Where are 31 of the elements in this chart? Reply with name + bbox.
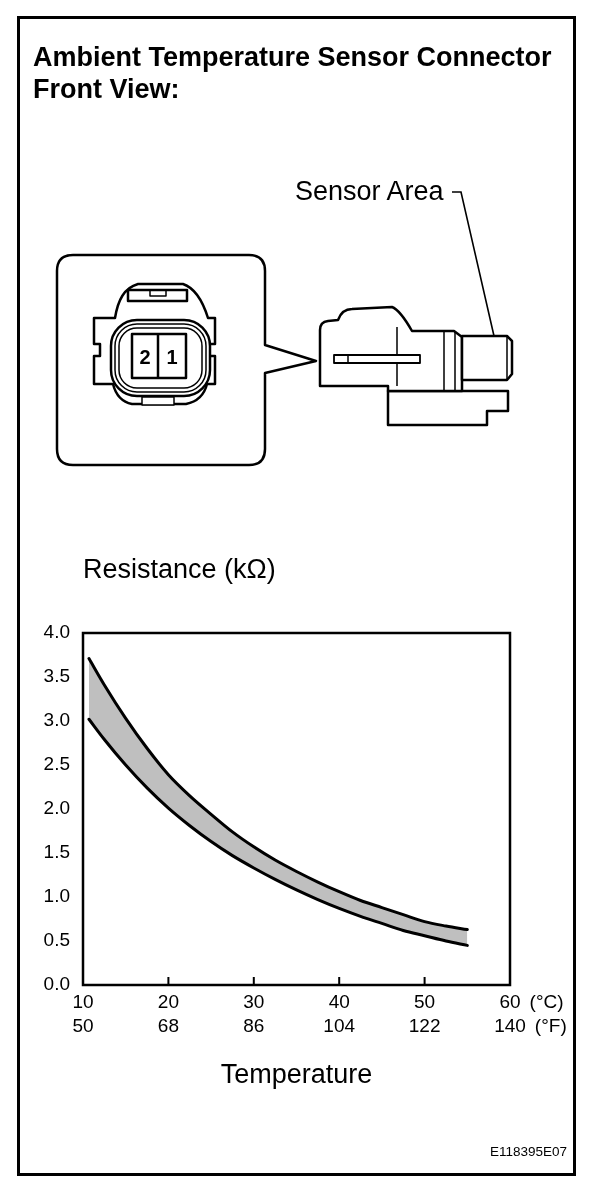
text: (°F) bbox=[534, 1014, 567, 1036]
text: 2 bbox=[139, 346, 151, 368]
x2-tick-label: 122 bbox=[408, 1014, 441, 1036]
text: (°C) bbox=[529, 990, 564, 1012]
x-tick-label: 50 bbox=[414, 990, 436, 1012]
x2-tick-label: 68 bbox=[157, 1014, 179, 1036]
y-tick-label: 4.0 bbox=[43, 621, 70, 643]
x-tick-label: 20 bbox=[157, 990, 179, 1012]
x2-tick-label: 140 bbox=[494, 1014, 526, 1036]
y-tick-label: 3.0 bbox=[43, 709, 70, 731]
line-series bbox=[87, 717, 469, 947]
x-tick-label: 40 bbox=[328, 990, 350, 1012]
y-tick-label: 0.0 bbox=[43, 973, 70, 995]
y-tick-label: 2.5 bbox=[43, 753, 70, 775]
x2-tick-label: 104 bbox=[323, 1014, 356, 1036]
x2-tick-label: 86 bbox=[243, 1014, 265, 1036]
y-tick-label: 1.5 bbox=[43, 841, 70, 863]
y-tick-label: 2.0 bbox=[43, 797, 70, 819]
text: 1 bbox=[166, 346, 178, 368]
chart-title: Ambient Temperature Sensor Connector Front View: bbox=[33, 41, 553, 105]
text: E118395E07 bbox=[489, 1144, 567, 1160]
text: Sensor Area bbox=[295, 176, 444, 206]
x-tick-label: 30 bbox=[243, 990, 265, 1012]
x-tick-label: 10 bbox=[72, 990, 94, 1012]
y-tick-label: 1.0 bbox=[43, 885, 70, 907]
x-tick-label: 60 bbox=[499, 990, 521, 1012]
y-tick-label: 3.5 bbox=[43, 665, 70, 687]
x-axis-title: Temperature bbox=[220, 1059, 373, 1089]
x2-tick-label: 50 bbox=[72, 1014, 94, 1036]
y-tick-label: 0.5 bbox=[43, 929, 70, 951]
y-axis-title: Resistance (kΩ) bbox=[83, 554, 276, 584]
